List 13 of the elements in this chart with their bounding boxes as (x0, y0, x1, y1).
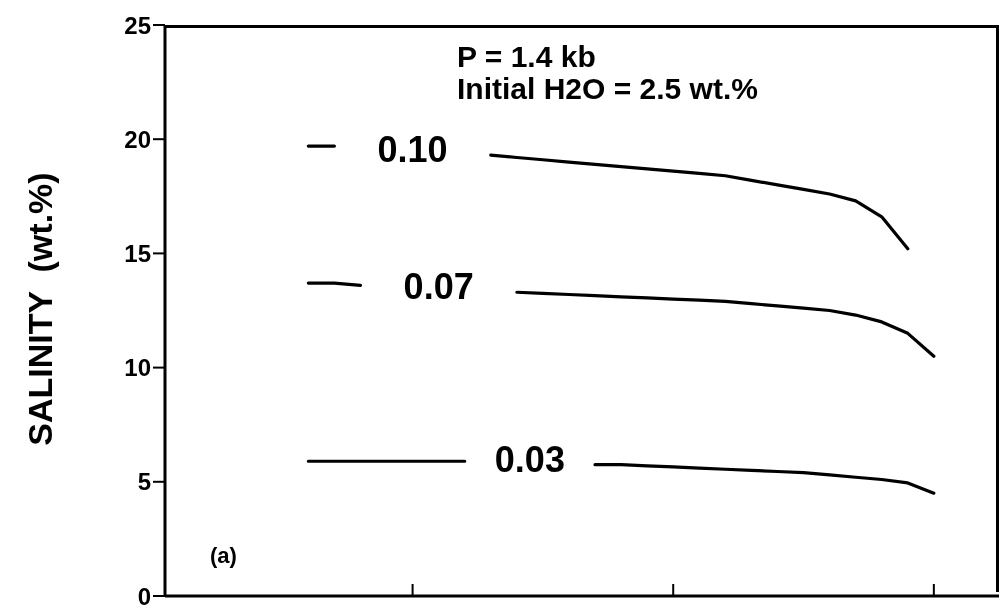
series-label: 0.10 (377, 128, 448, 171)
y-tick-label: 5 (137, 468, 151, 496)
annotation: P = 1.4 kb (457, 40, 596, 73)
annotation: (a) (210, 543, 237, 568)
y-axis-title: SALINITY (wt.%) (21, 171, 59, 446)
y-tick-label: 25 (124, 11, 151, 39)
y-tick-label: 0 (137, 582, 151, 608)
series-label: 0.03 (494, 438, 565, 481)
y-tick-label: 15 (124, 239, 151, 267)
annotation: Initial H2O = 2.5 wt.% (457, 72, 758, 105)
y-tick-label: 10 (124, 354, 151, 382)
y-tick-label: 20 (124, 125, 151, 153)
series-label: 0.07 (403, 265, 474, 308)
